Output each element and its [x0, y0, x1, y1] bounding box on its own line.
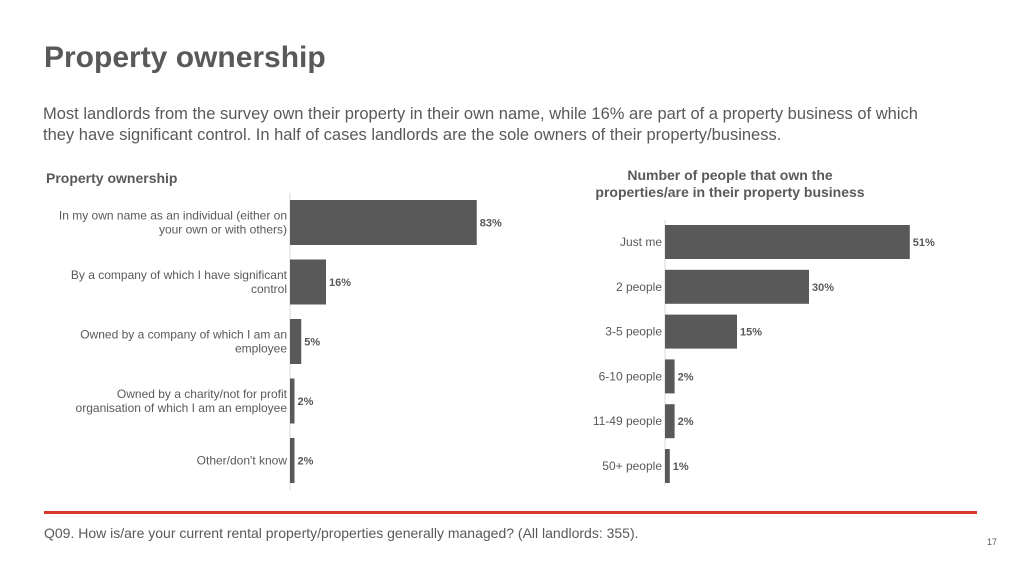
category-label-line: In my own name as an individual (either …	[59, 209, 287, 223]
category-label-line: Owned by a company of which I am an	[80, 328, 287, 342]
category-label: 11-49 people	[593, 414, 662, 428]
bar-value-label: 51%	[913, 237, 935, 249]
category-label: 3-5 people	[605, 325, 662, 339]
category-label: Owned by a charity/not for profit organis…	[76, 387, 288, 415]
people-chart-title-line: Number of people that own the	[627, 167, 833, 183]
category-label-line: By a company of which I have significant	[71, 268, 288, 282]
bar	[290, 319, 302, 364]
category-label-line: organisation of which I am an employee	[76, 401, 288, 415]
category-label: By a company of which I have significant…	[71, 268, 288, 296]
bar-value-label: 1%	[673, 461, 689, 473]
slide-subtitle: Most landlords from the survey own their…	[43, 105, 918, 144]
category-label: Owned by a company of which I am an emplo…	[80, 328, 287, 356]
bar-value-label: 2%	[298, 396, 314, 408]
category-label-line: your own or with others)	[159, 223, 287, 237]
category-label: 50+ people	[602, 459, 662, 473]
bar	[665, 225, 910, 259]
bar	[665, 359, 675, 394]
bar-value-label: 16%	[329, 277, 351, 289]
bar	[290, 438, 295, 483]
bar-value-label: 5%	[304, 337, 320, 349]
bar-value-label: 15%	[740, 327, 762, 339]
ownership-chart-title: Property ownership	[46, 170, 178, 186]
bar-value-label: 2%	[678, 371, 694, 383]
category-label-line: 3-5 people	[605, 325, 662, 339]
footer-accent-rule	[44, 511, 977, 514]
category-label: 2 people	[616, 280, 662, 294]
category-label-line: 6-10 people	[599, 369, 663, 383]
bar-value-label: 2%	[678, 416, 694, 428]
bar	[665, 269, 809, 304]
category-label-line: 50+ people	[602, 459, 662, 473]
category-label: Other/don't know	[197, 454, 288, 468]
bar	[290, 259, 326, 305]
bar	[290, 378, 295, 424]
bar-value-label: 30%	[812, 282, 834, 294]
category-label-line: Just me	[620, 235, 662, 249]
people-chart-title: Number of people that own the properties…	[570, 167, 890, 201]
bar	[665, 449, 670, 483]
category-label-line: 2 people	[616, 280, 662, 294]
category-label: In my own name as an individual (either …	[59, 209, 287, 237]
category-label: Just me	[620, 235, 662, 249]
survey-question-footnote: Q09. How is/are your current rental prop…	[44, 525, 639, 541]
bar	[665, 404, 675, 439]
bar	[290, 200, 477, 245]
category-label-line: 11-49 people	[593, 414, 662, 428]
category-label-line: Owned by a charity/not for profit	[117, 387, 288, 401]
category-label: 6-10 people	[599, 369, 663, 383]
category-label-line: Other/don't know	[197, 454, 288, 468]
page-number: 17	[987, 537, 998, 547]
category-label-line: employee	[235, 342, 287, 356]
bar-value-label: 2%	[298, 456, 314, 468]
people-chart-title-line: properties/are in their property busines…	[595, 184, 865, 200]
bar	[665, 314, 737, 349]
bar-value-label: 83%	[480, 218, 502, 230]
category-label-line: control	[251, 282, 287, 296]
slide-title: Property ownership	[44, 41, 326, 74]
